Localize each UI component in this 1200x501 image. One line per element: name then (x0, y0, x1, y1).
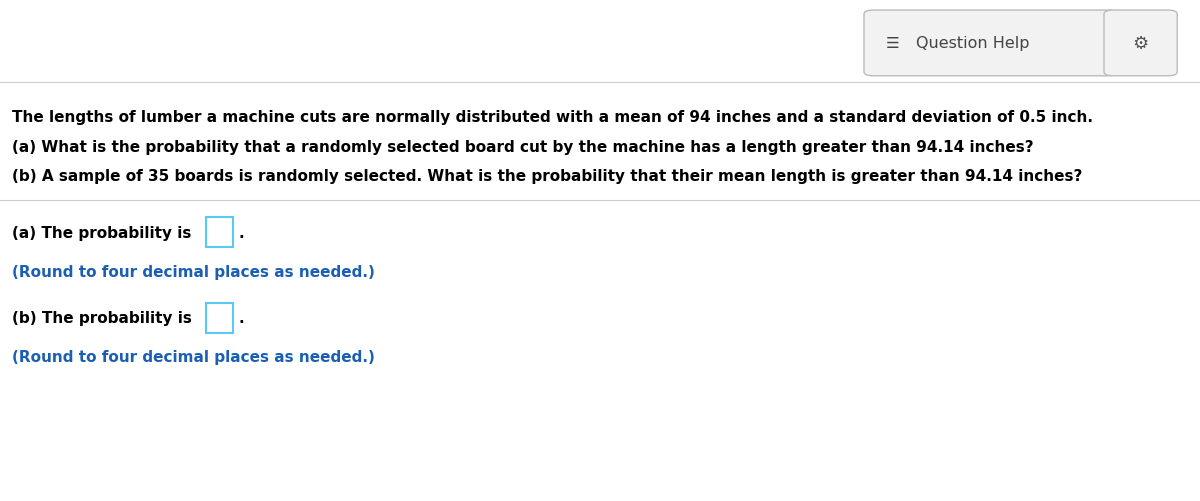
Text: .: . (239, 225, 245, 240)
Text: (a) What is the probability that a randomly selected board cut by the machine ha: (a) What is the probability that a rando… (12, 139, 1033, 154)
Text: .: . (239, 311, 245, 326)
Text: The lengths of lumber a machine cuts are normally distributed with a mean of 94 : The lengths of lumber a machine cuts are… (12, 110, 1093, 125)
Text: (b) The probability is: (b) The probability is (12, 311, 192, 326)
FancyBboxPatch shape (206, 303, 233, 333)
FancyBboxPatch shape (1104, 11, 1177, 77)
Text: (Round to four decimal places as needed.): (Round to four decimal places as needed.… (12, 349, 374, 364)
Text: (b) A sample of 35 boards is randomly selected. What is the probability that the: (b) A sample of 35 boards is randomly se… (12, 168, 1082, 183)
Text: Question Help: Question Help (916, 37, 1030, 51)
FancyBboxPatch shape (864, 11, 1117, 77)
Text: ☰: ☰ (886, 37, 899, 51)
Text: (Round to four decimal places as needed.): (Round to four decimal places as needed.… (12, 264, 374, 279)
Text: (a) The probability is: (a) The probability is (12, 225, 191, 240)
FancyBboxPatch shape (206, 218, 233, 248)
Text: ⚙: ⚙ (1133, 35, 1148, 53)
